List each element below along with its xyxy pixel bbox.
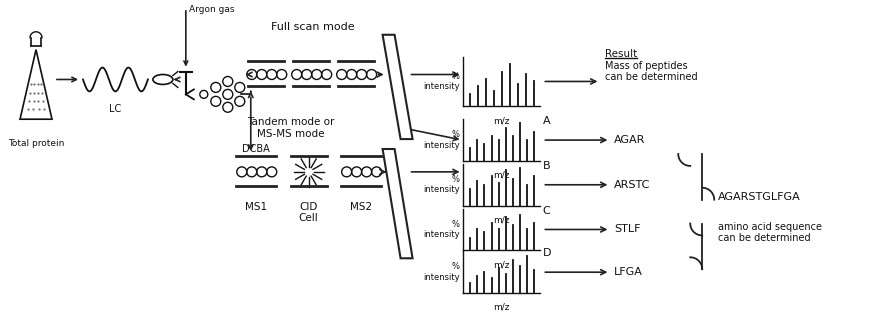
Text: AGAR: AGAR xyxy=(614,135,646,145)
Text: %
intensity: % intensity xyxy=(423,220,459,239)
Text: AGARSTGLFGA: AGARSTGLFGA xyxy=(719,192,801,202)
Text: amino acid sequence
can be determined: amino acid sequence can be determined xyxy=(719,222,822,243)
Text: m/z: m/z xyxy=(493,303,510,312)
Text: STLF: STLF xyxy=(614,225,641,235)
Text: ARSTC: ARSTC xyxy=(614,180,650,190)
Text: LFGA: LFGA xyxy=(614,267,643,277)
Text: DCBA: DCBA xyxy=(242,144,270,154)
Text: %
intensity: % intensity xyxy=(423,72,459,91)
Text: C: C xyxy=(543,206,550,216)
Text: A: A xyxy=(543,116,550,126)
Text: m/z: m/z xyxy=(493,216,510,225)
Text: Mass of peptides
can be determined: Mass of peptides can be determined xyxy=(605,61,698,82)
Text: Tandem mode or
MS-MS mode: Tandem mode or MS-MS mode xyxy=(247,117,335,139)
Text: Total protein: Total protein xyxy=(8,139,65,148)
Text: Argon gas: Argon gas xyxy=(189,5,235,14)
Text: %
intensity: % intensity xyxy=(423,263,459,282)
Text: Result: Result xyxy=(605,49,637,59)
Text: D: D xyxy=(543,248,550,258)
Text: Full scan mode: Full scan mode xyxy=(271,22,354,32)
Text: CID
Cell: CID Cell xyxy=(299,202,319,223)
Text: %
intensity: % intensity xyxy=(423,175,459,194)
Text: MS2: MS2 xyxy=(350,202,372,212)
Text: MS1: MS1 xyxy=(244,202,266,212)
Text: B: B xyxy=(543,161,550,171)
Text: m/z: m/z xyxy=(493,171,510,180)
Text: m/z: m/z xyxy=(493,116,510,125)
Text: m/z: m/z xyxy=(493,260,510,269)
Text: LC: LC xyxy=(110,104,121,114)
Text: %
intensity: % intensity xyxy=(423,130,459,150)
